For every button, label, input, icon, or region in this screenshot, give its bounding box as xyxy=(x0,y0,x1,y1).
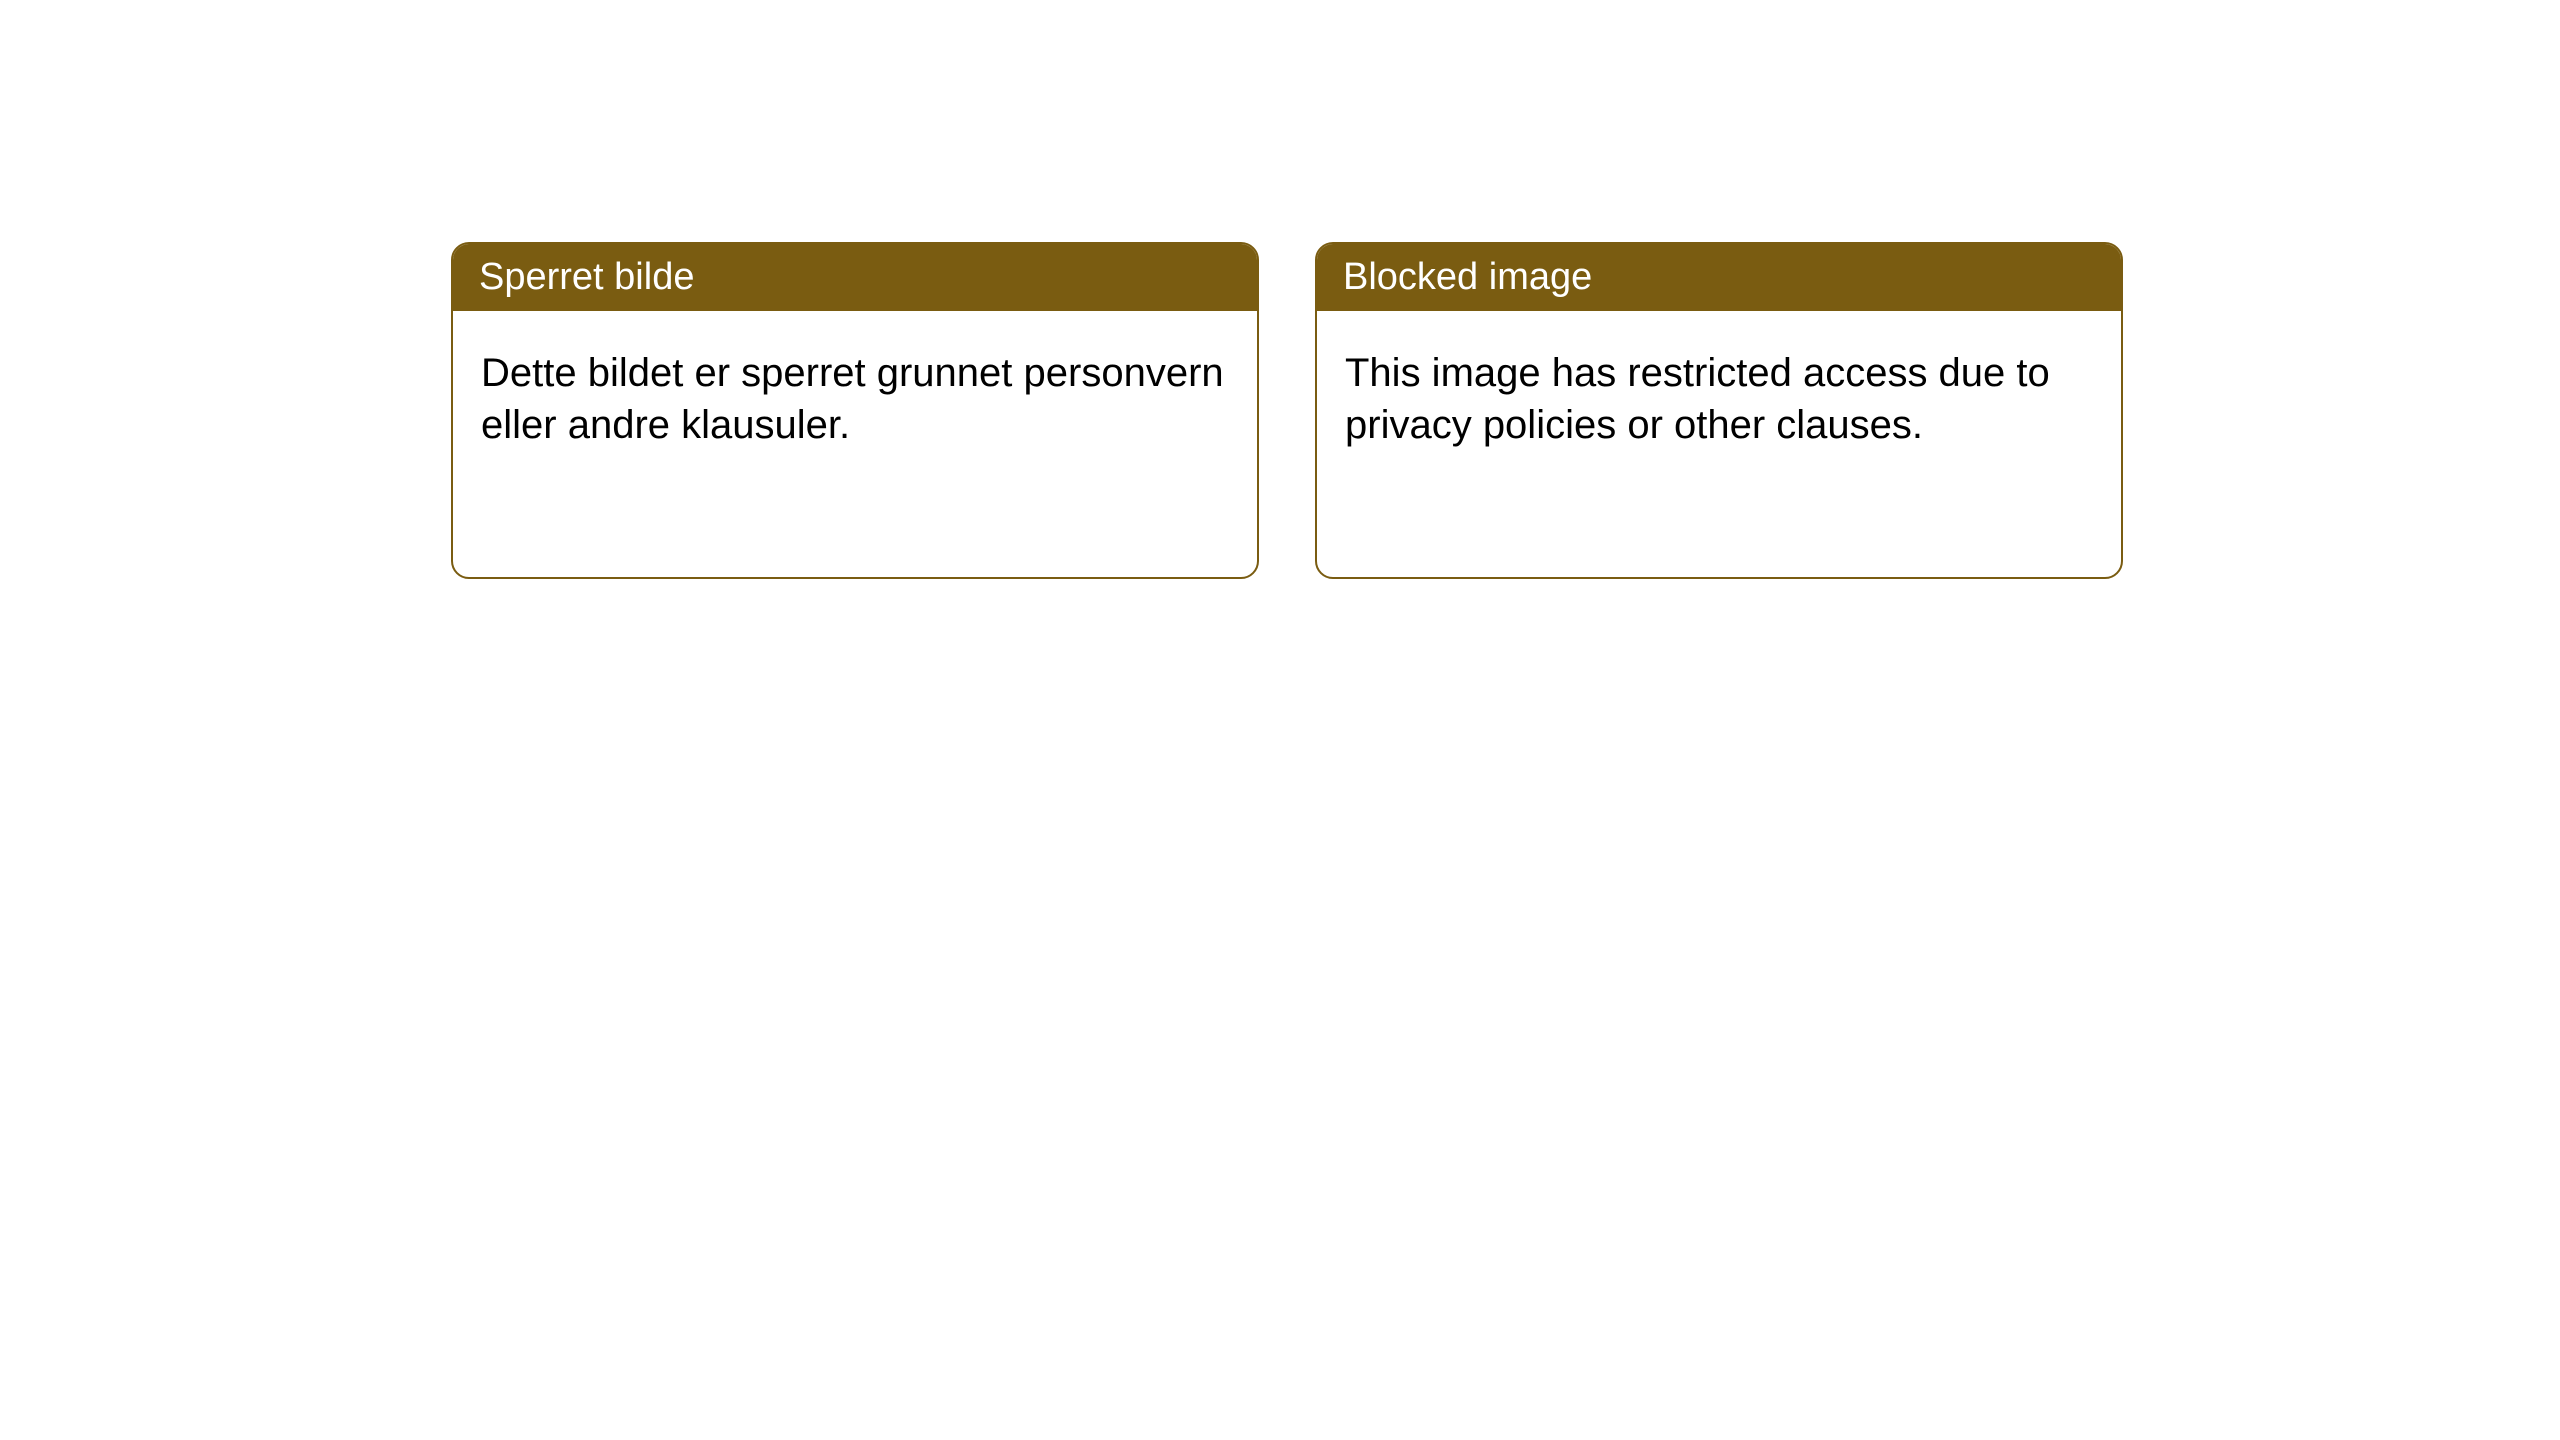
notice-body-english: This image has restricted access due to … xyxy=(1317,311,2121,487)
notice-card-english: Blocked image This image has restricted … xyxy=(1315,242,2123,579)
notice-header-norwegian: Sperret bilde xyxy=(453,244,1257,311)
notice-header-english: Blocked image xyxy=(1317,244,2121,311)
notice-container: Sperret bilde Dette bildet er sperret gr… xyxy=(0,0,2560,579)
notice-body-norwegian: Dette bildet er sperret grunnet personve… xyxy=(453,311,1257,487)
notice-card-norwegian: Sperret bilde Dette bildet er sperret gr… xyxy=(451,242,1259,579)
